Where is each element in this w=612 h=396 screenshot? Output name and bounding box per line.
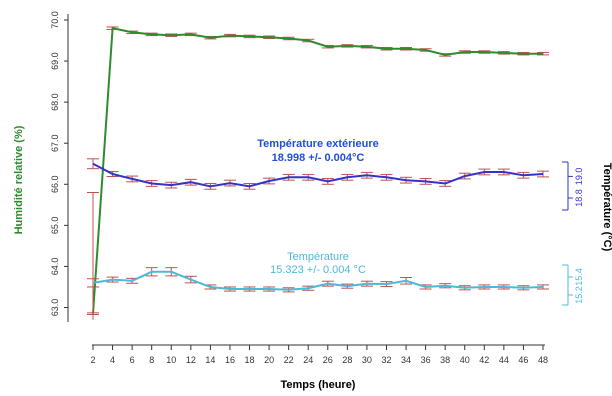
interior-right-tick-label: 15.2 <box>574 286 584 304</box>
right-axis-label: Température (°C) <box>601 163 612 252</box>
left-tick-label: 64.0 <box>50 258 60 276</box>
left-tick-label: 63.0 <box>50 299 60 317</box>
interior-temperature-series <box>87 267 549 293</box>
x-tick-label: 24 <box>303 355 313 365</box>
left-tick-label: 68.0 <box>50 93 60 111</box>
x-tick-label: 34 <box>401 355 411 365</box>
exterior-right-tick-label: 19.0 <box>574 168 584 186</box>
exterior-value: 18.998 +/- 0.004°C <box>272 152 365 164</box>
x-tick-label: 40 <box>460 355 470 365</box>
x-tick-label: 32 <box>381 355 391 365</box>
interior-value: 15.323 +/- 0.004 °C <box>270 264 366 276</box>
exterior-title: Température extérieure <box>257 138 378 150</box>
plot-frame <box>67 14 545 346</box>
x-tick-label: 18 <box>245 355 255 365</box>
x-axis-label: Temps (heure) <box>281 379 356 391</box>
x-tick-label: 26 <box>323 355 333 365</box>
x-tick-label: 2 <box>90 355 95 365</box>
interior-title: Température <box>287 251 349 263</box>
x-tick-label: 36 <box>421 355 431 365</box>
x-tick-label: 28 <box>342 355 352 365</box>
x-tick-label: 48 <box>538 355 548 365</box>
x-tick-label: 38 <box>440 355 450 365</box>
x-tick-label: 42 <box>479 355 489 365</box>
left-tick-label: 65.0 <box>50 217 60 235</box>
left-tick-label: 67.0 <box>50 134 60 152</box>
exterior-right-tick-label: 18.8 <box>574 189 584 207</box>
x-tick-label: 16 <box>225 355 235 365</box>
x-tick-label: 20 <box>264 355 274 365</box>
x-tick-label: 44 <box>499 355 509 365</box>
x-tick-label: 22 <box>284 355 294 365</box>
interior-temperature-line <box>92 270 544 291</box>
left-tick-label: 69.0 <box>50 52 60 70</box>
x-tick-label: 14 <box>205 355 215 365</box>
left-axis-ticks: 63.0 64.0 65.0 66.0 67.0 68.0 69.0 70.0 <box>50 11 68 316</box>
humidity-line <box>92 26 543 314</box>
left-tick-label: 66.0 <box>50 176 60 194</box>
exterior-temperature-series <box>87 158 549 190</box>
humidity-series <box>87 26 549 320</box>
left-axis-label: Humidité relative (%) <box>13 125 25 234</box>
x-axis-ticks: 2 4 6 8 10 12 14 16 18 20 22 24 26 28 30 32 34 36 38 40 42 44… <box>90 345 548 365</box>
left-tick-label: 70.0 <box>50 11 60 29</box>
x-tick-label: 8 <box>149 355 154 365</box>
x-tick-label: 30 <box>362 355 372 365</box>
series-layer <box>87 26 549 320</box>
interior-right-tick-label: 15.4 <box>574 268 584 286</box>
right-axis-ticks: 18.8 19.0 15.215.4 <box>562 161 584 306</box>
x-tick-label: 4 <box>110 355 115 365</box>
x-tick-label: 46 <box>518 355 528 365</box>
x-tick-label: 6 <box>130 355 135 365</box>
x-tick-label: 10 <box>166 355 176 365</box>
x-tick-label: 12 <box>186 355 196 365</box>
exterior-temperature-line <box>92 162 544 188</box>
